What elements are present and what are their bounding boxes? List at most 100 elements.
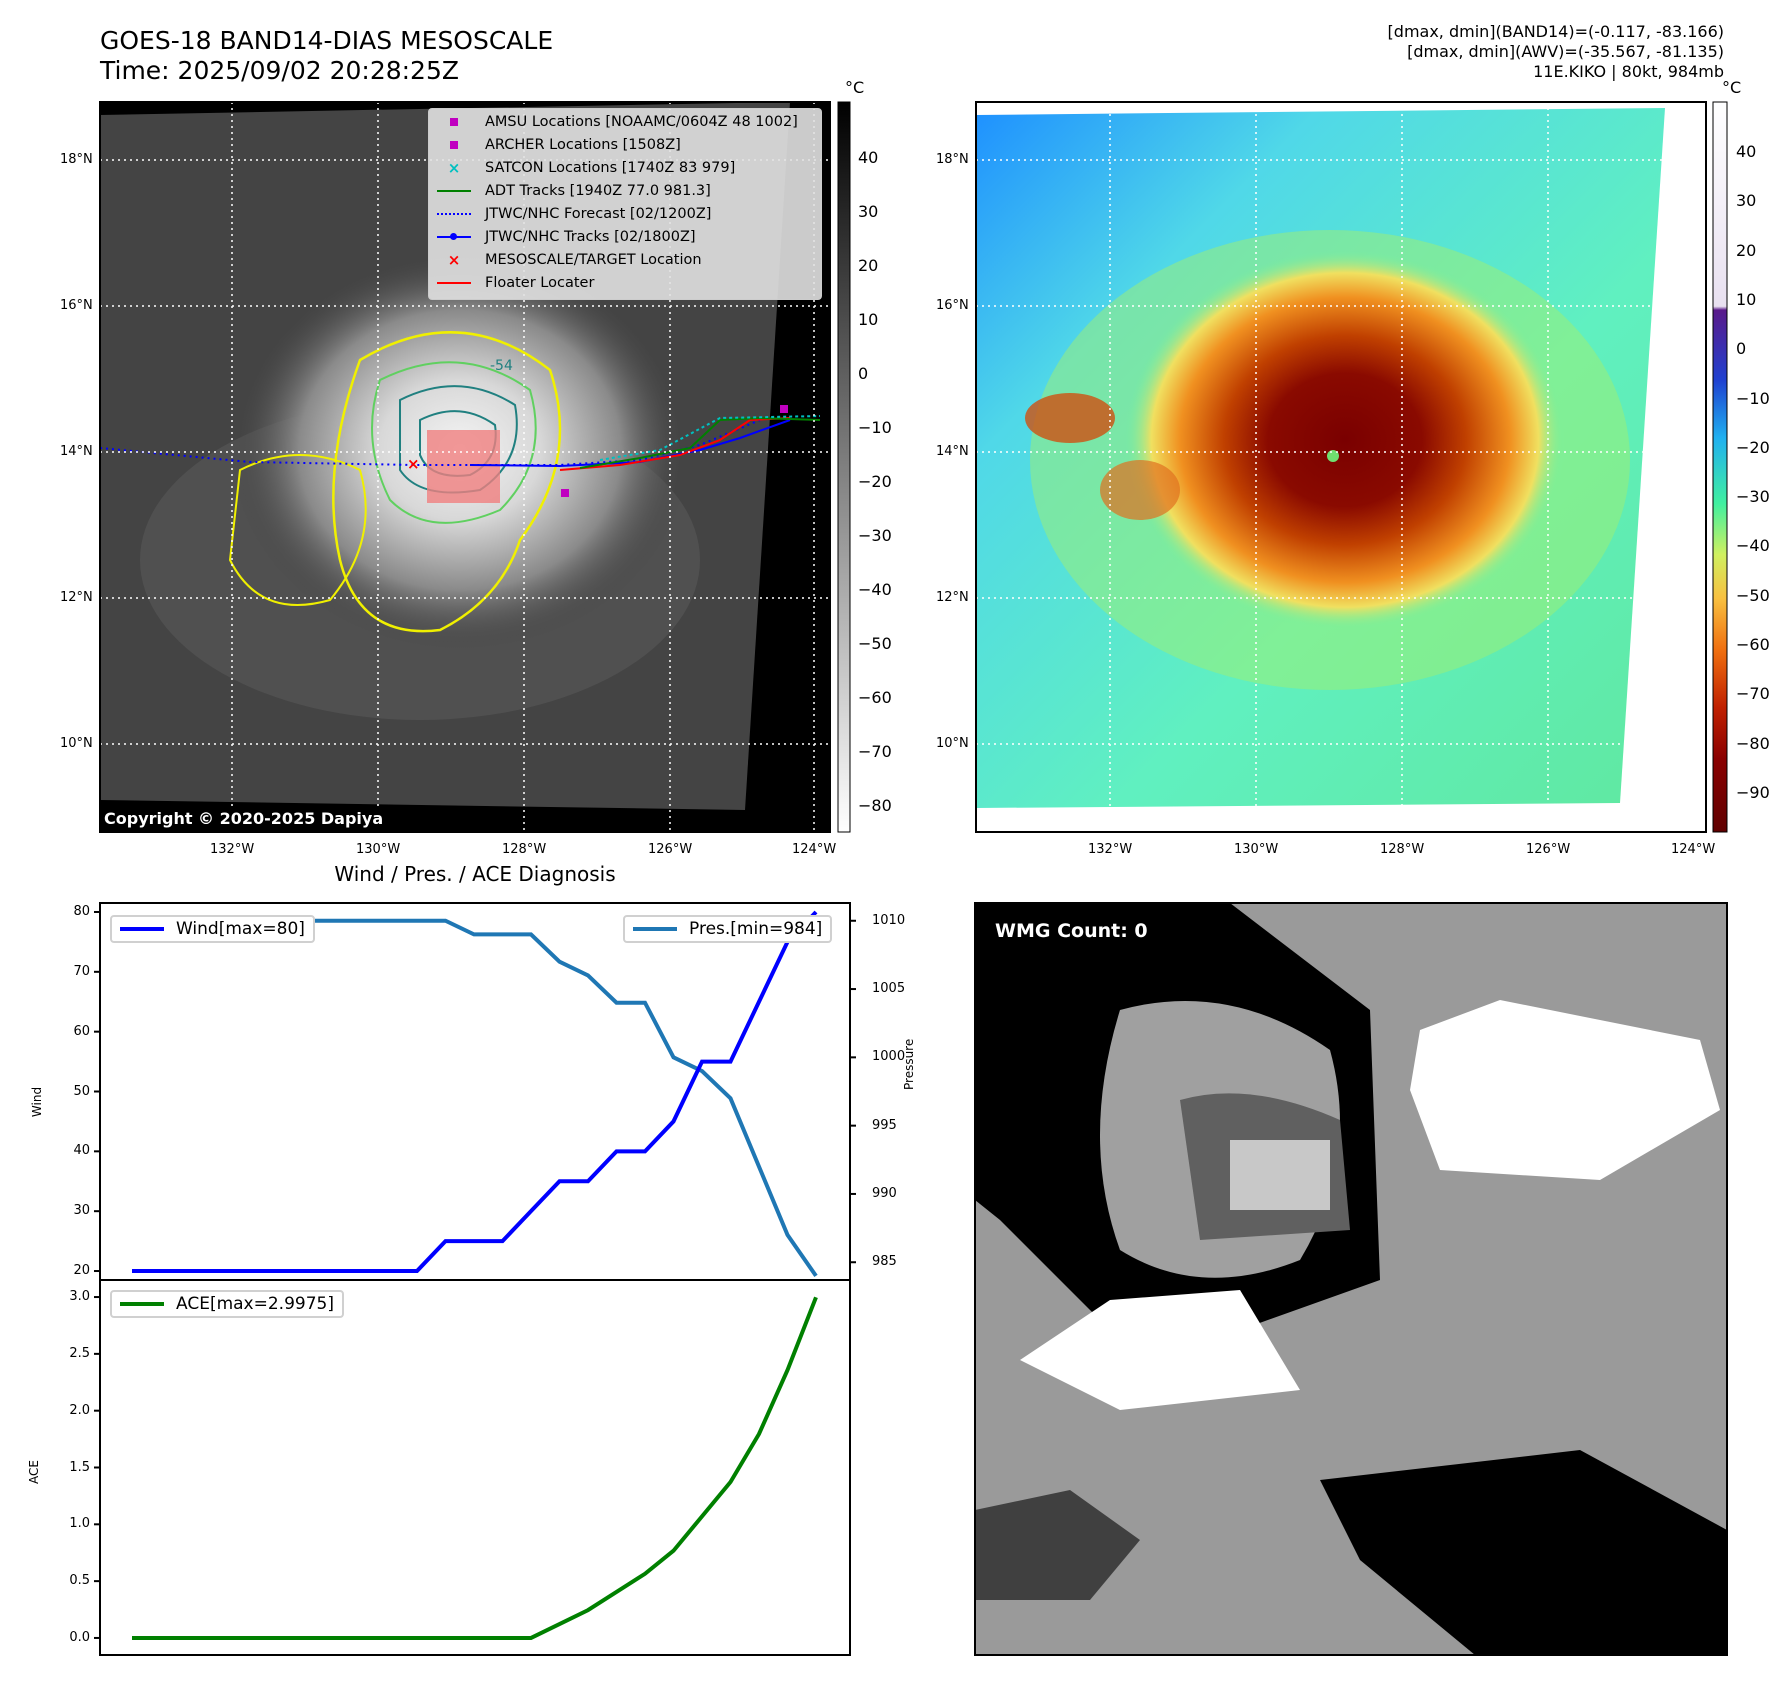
map2-lat-label-10n: 10°N bbox=[936, 736, 969, 751]
satcon-track bbox=[599, 415, 821, 461]
colorbar-awv-tick: −20 bbox=[1736, 437, 1770, 457]
legend-label: AMSU Locations [NOAAMC/0604Z 48 1002] bbox=[485, 114, 798, 130]
legend-label: JTWC/NHC Forecast [02/1200Z] bbox=[485, 206, 712, 222]
forecast-track bbox=[100, 419, 761, 466]
map1-frame bbox=[99, 101, 831, 833]
wind-tick-label: 80 bbox=[73, 903, 90, 919]
awv-map-panel bbox=[976, 102, 1706, 832]
archer-marker bbox=[780, 405, 788, 413]
colorbar-awv-unit: °C bbox=[1722, 78, 1742, 97]
title-line-2: Time: 2025/09/02 20:28:25Z bbox=[100, 56, 459, 85]
pressure-legend-label: Pres.[min=984] bbox=[689, 919, 823, 939]
ace-legend-swatch bbox=[120, 1302, 164, 1306]
lat-label-12n: 12°N bbox=[60, 590, 93, 605]
amsu-marker bbox=[561, 489, 569, 497]
colorbar-ir bbox=[837, 101, 851, 833]
colorbar-awv-tick: 10 bbox=[1736, 289, 1757, 309]
wmg-black-southeast bbox=[1320, 1450, 1727, 1655]
colorbar-awv-tick: 0 bbox=[1736, 339, 1747, 359]
map2-lon-label-124w: 124°W bbox=[1671, 842, 1716, 857]
wmg-dark-southwest bbox=[975, 1490, 1140, 1600]
colorbar-awv bbox=[1712, 101, 1728, 833]
colorbar-ir-tick: −70 bbox=[858, 742, 892, 761]
wind-legend-label: Wind[max=80] bbox=[176, 919, 305, 939]
colorbar-ir-tick: 30 bbox=[858, 202, 879, 221]
pressure-tick-label: 1005 bbox=[872, 981, 906, 997]
wind-tick-label: 40 bbox=[73, 1143, 90, 1159]
legend-label: ADT Tracks [1940Z 77.0 981.3] bbox=[485, 183, 711, 199]
map2-lon-label-130w: 130°W bbox=[1234, 842, 1279, 857]
pressure-tick-label: 1010 bbox=[872, 912, 906, 928]
colorbar-ir-tick: −20 bbox=[858, 472, 892, 491]
ace-tick-label: 2.0 bbox=[69, 1402, 90, 1418]
ace-tick-label: 1.5 bbox=[69, 1459, 90, 1475]
ace-tick-label: 0.0 bbox=[69, 1629, 90, 1645]
storm-eye bbox=[1327, 450, 1339, 462]
wmg-frame bbox=[974, 902, 1728, 1656]
colorbar-awv-tick: −50 bbox=[1736, 585, 1770, 605]
pressure-tick-label: 1000 bbox=[872, 1049, 906, 1065]
storm-info: 11E.KIKO | 80kt, 984mb bbox=[1533, 62, 1724, 81]
contour-yellow bbox=[332, 331, 562, 633]
legend-item: AMSU Locations [NOAAMC/0604Z 48 1002] bbox=[429, 111, 798, 133]
solid-line-icon bbox=[433, 282, 475, 284]
ace-line bbox=[132, 1296, 818, 1640]
floater-track bbox=[559, 417, 791, 471]
wind-line bbox=[132, 910, 818, 1274]
map2-lon-label-132w: 132°W bbox=[1088, 842, 1133, 857]
legend-item: JTWC/NHC Forecast [02/1200Z] bbox=[429, 203, 711, 225]
ace-axis-label: ACE bbox=[26, 1460, 41, 1484]
map2-frame bbox=[975, 101, 1707, 833]
colorbar-awv-tick: −30 bbox=[1736, 487, 1770, 507]
wmg-panel bbox=[975, 903, 1727, 1655]
legend-item: Floater Locater bbox=[429, 272, 594, 294]
lat-label-10n: 10°N bbox=[60, 736, 93, 751]
wind-axis-label: Wind bbox=[30, 1086, 45, 1118]
wmg-count-label: WMG Count: 0 bbox=[995, 920, 1148, 942]
rainband-west bbox=[1025, 393, 1115, 443]
map2-lon-label-128w: 128°W bbox=[1380, 842, 1425, 857]
x-marker-icon: × bbox=[447, 251, 461, 269]
lat-label-18n: 18°N bbox=[60, 152, 93, 167]
wind-legend-swatch bbox=[120, 927, 164, 931]
pressure-tick-label: 995 bbox=[872, 1117, 897, 1133]
colorbar-awv-tick: −10 bbox=[1736, 388, 1770, 408]
figure-title: GOES-18 BAND14-DIAS MESOSCALE Time: 2025… bbox=[100, 26, 553, 86]
mesoscale-target-marker: × bbox=[407, 455, 420, 473]
colorbar-awv-tick: 40 bbox=[1736, 142, 1757, 161]
colorbar-ir-tick: −30 bbox=[858, 526, 892, 545]
map2-lat-label-14n: 14°N bbox=[936, 444, 969, 459]
line-dot-icon bbox=[433, 233, 475, 240]
colorbar-awv-tick: −80 bbox=[1736, 733, 1770, 753]
legend-item: ARCHER Locations [1508Z] bbox=[429, 134, 681, 156]
colorbar-ir-tick: −50 bbox=[858, 634, 892, 653]
ace-tick-label: 1.0 bbox=[69, 1516, 90, 1532]
legend-label: Floater Locater bbox=[485, 275, 595, 291]
wind-tick-label: 30 bbox=[73, 1203, 90, 1219]
map2-gridlines bbox=[976, 102, 1706, 832]
colorbar-awv-tick: −40 bbox=[1736, 536, 1770, 556]
colorbar-ir-tick: −40 bbox=[858, 580, 892, 599]
wind-legend: Wind[max=80] bbox=[110, 915, 315, 943]
mesoscale-box bbox=[427, 430, 500, 503]
legend-item: ADT Tracks [1940Z 77.0 981.3] bbox=[429, 180, 711, 202]
info-header: [dmax, dmin](BAND14)=(-0.117, -83.166) [… bbox=[1388, 22, 1724, 82]
legend-item: × MESOSCALE/TARGET Location bbox=[429, 249, 702, 271]
colorbar-ir-tick: 0 bbox=[858, 364, 869, 383]
pressure-tick-label: 990 bbox=[872, 1185, 897, 1201]
colorbar-awv-tick: 30 bbox=[1736, 191, 1757, 211]
lon-label-128w: 128°W bbox=[502, 842, 547, 857]
legend-item: × SATCON Locations [1740Z 83 979] bbox=[429, 157, 736, 179]
wmg-white-east bbox=[1410, 1000, 1720, 1180]
legend-item: JTWC/NHC Tracks [02/1800Z] bbox=[429, 226, 696, 248]
colorbar-awv-tick: −70 bbox=[1736, 684, 1770, 704]
colorbar-ir-tick: −80 bbox=[858, 796, 892, 815]
colorbar-ir-tick: −60 bbox=[858, 688, 892, 707]
contour-yellow-band bbox=[228, 454, 367, 606]
colorbar-awv-tick: −90 bbox=[1736, 782, 1770, 802]
wind-pres-axes bbox=[99, 902, 851, 1281]
lat-label-14n: 14°N bbox=[60, 444, 93, 459]
lon-label-124w: 124°W bbox=[792, 842, 837, 857]
legend-label: JTWC/NHC Tracks [02/1800Z] bbox=[485, 229, 696, 245]
